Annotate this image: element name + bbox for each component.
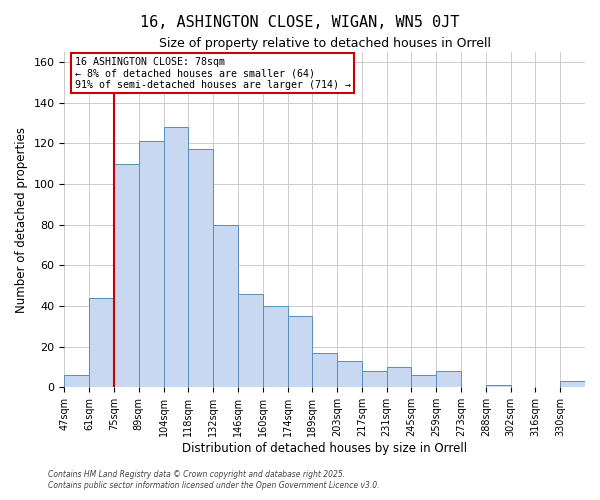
Bar — [287, 316, 313, 388]
Bar — [436, 371, 461, 388]
Text: 16, ASHINGTON CLOSE, WIGAN, WN5 0JT: 16, ASHINGTON CLOSE, WIGAN, WN5 0JT — [140, 15, 460, 30]
Bar — [560, 381, 585, 388]
Bar — [313, 353, 337, 388]
Text: Contains HM Land Registry data © Crown copyright and database right 2025.
Contai: Contains HM Land Registry data © Crown c… — [48, 470, 380, 490]
Bar — [188, 150, 213, 388]
Bar — [114, 164, 139, 388]
Bar — [164, 127, 188, 388]
Bar — [238, 294, 263, 388]
Title: Size of property relative to detached houses in Orrell: Size of property relative to detached ho… — [159, 38, 491, 51]
Bar — [337, 361, 362, 388]
Bar — [386, 367, 412, 388]
Bar — [362, 371, 386, 388]
Bar — [89, 298, 114, 388]
Bar — [263, 306, 287, 388]
Bar — [412, 375, 436, 388]
Y-axis label: Number of detached properties: Number of detached properties — [15, 126, 28, 312]
X-axis label: Distribution of detached houses by size in Orrell: Distribution of detached houses by size … — [182, 442, 467, 455]
Bar — [213, 224, 238, 388]
Bar — [486, 386, 511, 388]
Text: 16 ASHINGTON CLOSE: 78sqm
← 8% of detached houses are smaller (64)
91% of semi-d: 16 ASHINGTON CLOSE: 78sqm ← 8% of detach… — [75, 56, 351, 90]
Bar — [64, 375, 89, 388]
Bar — [139, 141, 164, 388]
